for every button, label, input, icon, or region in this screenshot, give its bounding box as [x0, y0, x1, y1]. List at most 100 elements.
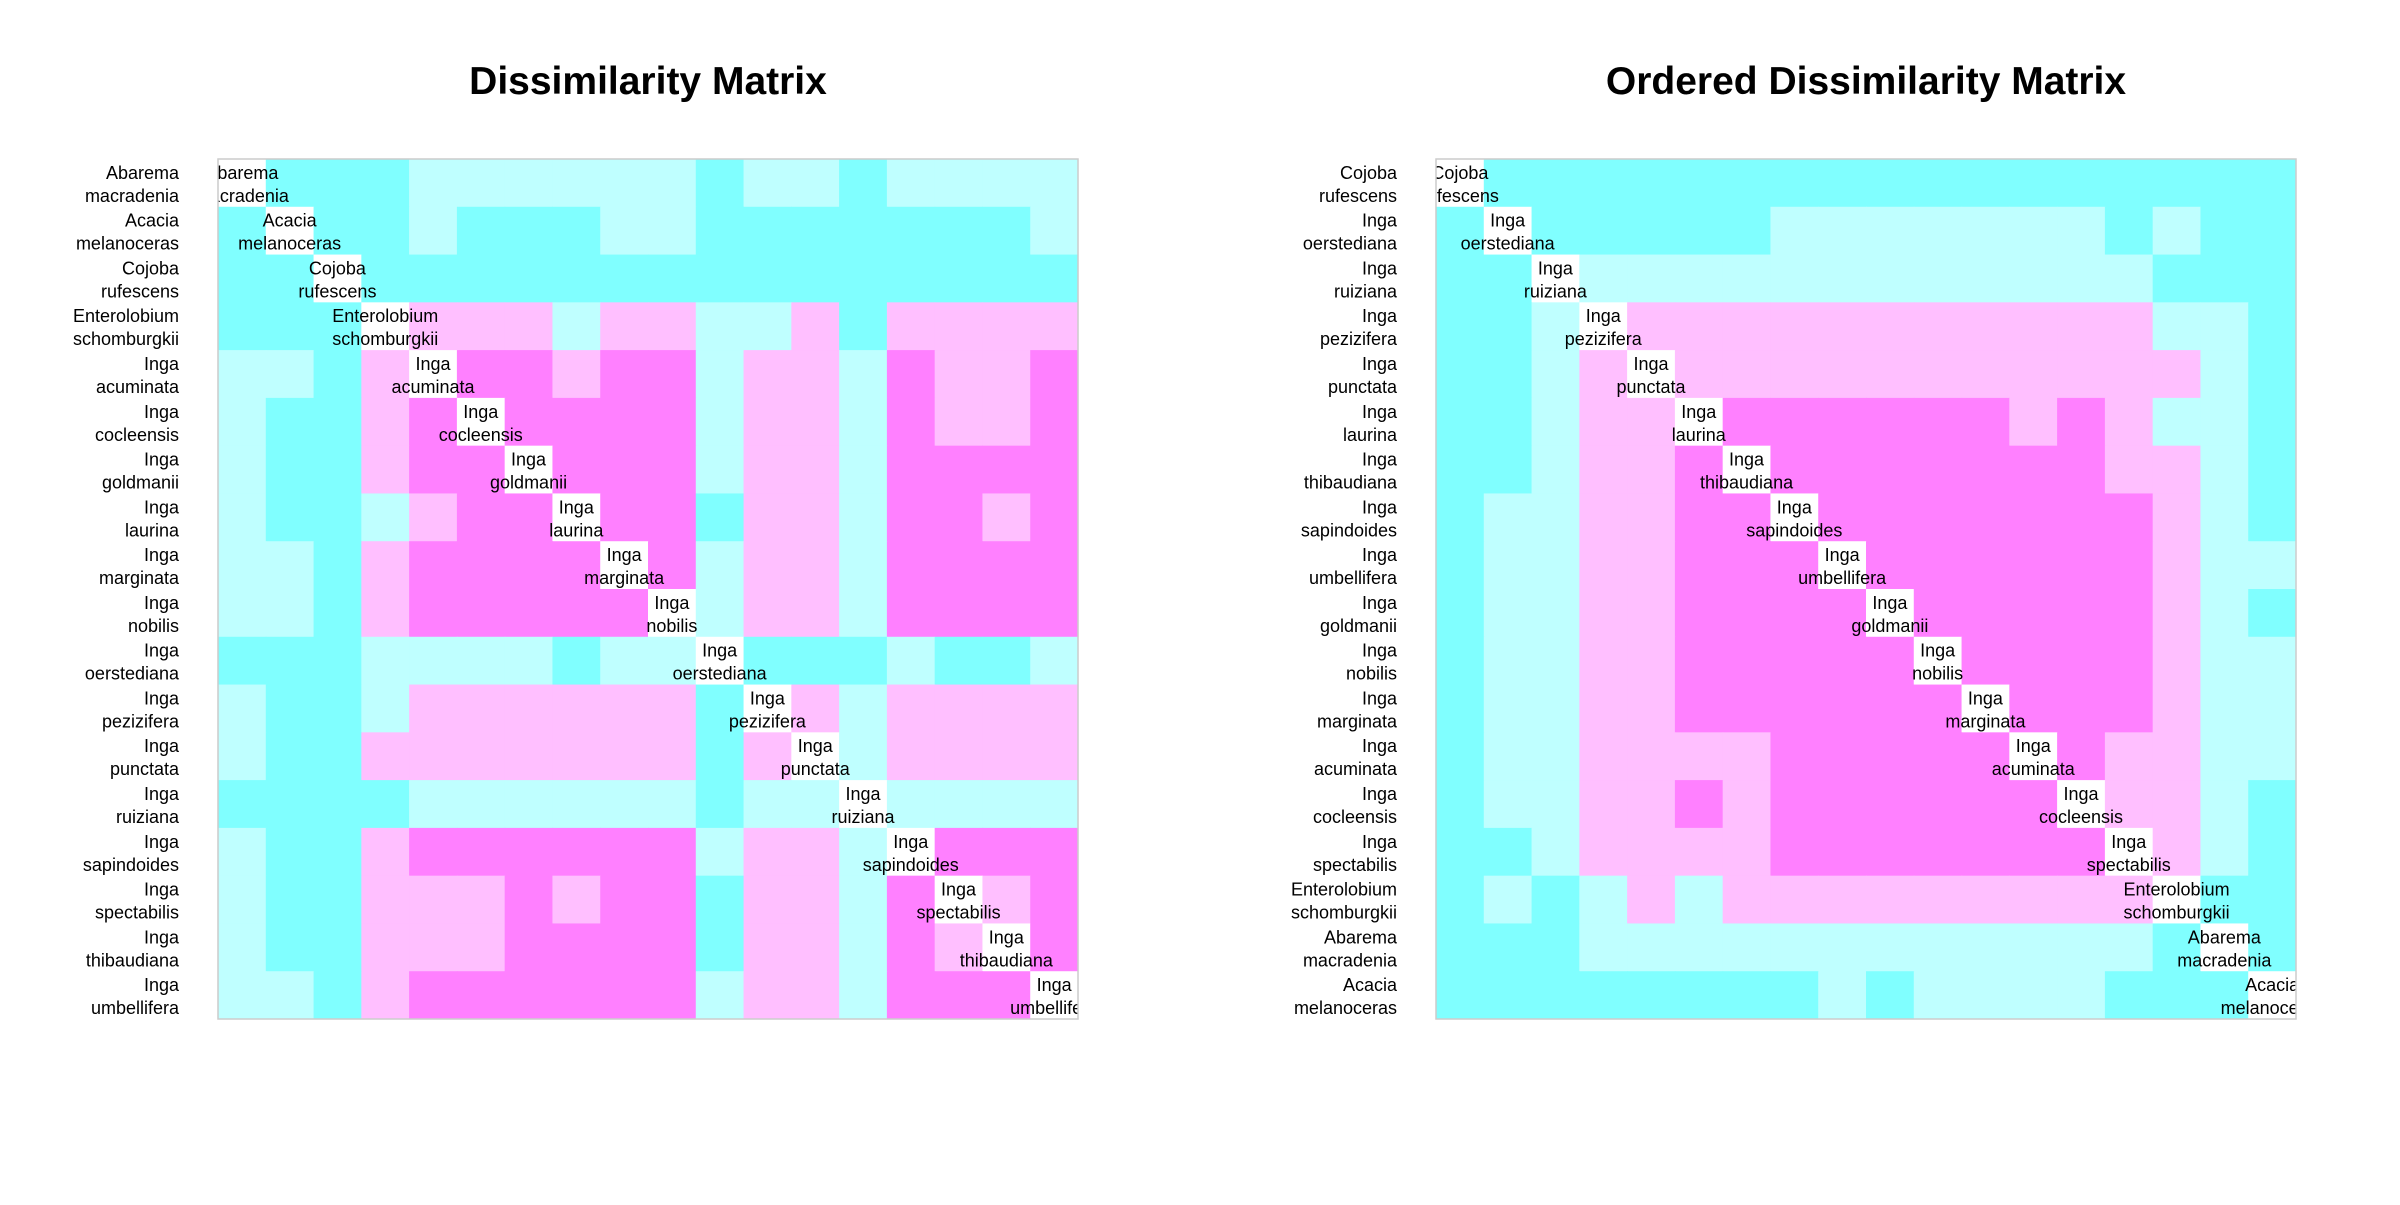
heatmap-cell-4-5	[456, 350, 506, 399]
heatmap-cell-13-11	[743, 780, 792, 829]
heatmap-cell-15-10	[1913, 875, 1963, 925]
heatmap-cell-2-13	[2057, 254, 2106, 303]
heatmap-cell-5-16	[2200, 397, 2249, 447]
heatmap-cell-17-15	[2152, 971, 2202, 1019]
heatmap-cell-4-3	[361, 350, 410, 399]
diagonal-label: Enterolobium schomburgkii	[332, 306, 438, 349]
heatmap-cell-6-12	[791, 445, 840, 495]
heatmap-cell-16-1	[1483, 923, 1533, 972]
heatmap-cell-13-8	[600, 780, 649, 829]
heatmap-cell-13-17	[1030, 780, 1078, 829]
heatmap-cell-16-3	[1579, 923, 1628, 972]
heatmap-cell-13-3	[361, 780, 410, 829]
heatmap-cell-17-4	[1627, 971, 1676, 1019]
heatmap-cell-12-2	[313, 732, 362, 781]
heatmap-cell-14-16	[982, 827, 1031, 877]
heatmap-cell-0-12	[791, 159, 840, 208]
heatmap-cell-9-0	[1436, 589, 1485, 638]
heatmap-cell-14-10	[1913, 827, 1963, 877]
heatmap-cell-9-7	[552, 589, 601, 638]
row-label: Inga cocleensis	[95, 402, 180, 445]
heatmap-cell-13-1	[1483, 780, 1533, 829]
row-label: Enterolobium schomburgkii	[1291, 880, 1397, 923]
heatmap-cell-17-6	[504, 971, 554, 1019]
heatmap-cell-11-14	[2104, 684, 2154, 733]
heatmap-cell-11-5	[1674, 684, 1724, 733]
heatmap-cell-7-13	[839, 493, 888, 542]
diagonal-label: Abarema macradenia	[195, 163, 290, 206]
heatmap-cell-4-0	[1436, 350, 1485, 399]
heatmap-cell-7-11	[1961, 493, 2010, 542]
row-label: Inga spectabilis	[1313, 832, 1398, 875]
heatmap-cell-3-0	[218, 302, 267, 351]
heatmap-cell-7-0	[1436, 493, 1485, 542]
heatmap-cell-5-3	[361, 397, 410, 447]
heatmap-cell-2-11	[743, 254, 792, 303]
heatmap-cell-5-15	[934, 397, 984, 447]
heatmap-cell-16-8	[600, 923, 649, 972]
heatmap-cell-9-1	[265, 589, 315, 638]
heatmap-cell-16-0	[1436, 923, 1485, 972]
heatmap-cell-9-9	[1866, 589, 1915, 638]
heatmap-cell-11-6	[1722, 684, 1772, 733]
heatmap-cell-8-14	[886, 541, 936, 590]
heatmap-cell-15-2	[313, 875, 362, 925]
heatmap-cell-16-8	[1818, 923, 1867, 972]
heatmap-cell-11-4	[1627, 684, 1676, 733]
heatmap-cell-5-12	[791, 397, 840, 447]
heatmap-cell-14-2	[313, 827, 362, 877]
heatmap-cell-14-9	[1866, 827, 1915, 877]
heatmap-cell-2-16	[2200, 254, 2249, 303]
heatmap-cell-17-5	[1674, 971, 1724, 1019]
heatmap-cell-5-9	[648, 397, 697, 447]
heatmap-cell-4-16	[982, 350, 1031, 399]
heatmap-cell-14-5	[456, 827, 506, 877]
heatmap-cell-14-1	[1483, 827, 1533, 877]
heatmap-cell-1-12	[2009, 206, 2058, 256]
heatmap-cell-1-9	[1866, 206, 1915, 256]
heatmap-cell-12-11	[743, 732, 792, 781]
heatmap-cell-15-6	[504, 875, 554, 925]
heatmap-cell-17-17	[1030, 971, 1078, 1019]
heatmap-cell-0-2	[1531, 159, 1580, 208]
heatmap-cell-2-3	[1579, 254, 1628, 303]
heatmap-cell-3-17	[1030, 302, 1078, 351]
heatmap-cell-13-8	[1818, 780, 1867, 829]
heatmap-cell-5-14	[2104, 397, 2154, 447]
heatmap-cell-4-17	[2248, 350, 2296, 399]
heatmap-cell-8-11	[1961, 541, 2010, 590]
heatmap-cell-11-11	[1961, 684, 2010, 733]
heatmap-cell-10-3	[361, 636, 410, 686]
heatmap-cell-4-5	[1674, 350, 1724, 399]
heatmap-cell-15-3	[361, 875, 410, 925]
heatmap-cell-10-6	[504, 636, 554, 686]
diagonal-label: Inga goldmanii	[1851, 593, 1928, 636]
heatmap-cell-0-13	[2057, 159, 2106, 208]
heatmap-cell-10-10	[1913, 636, 1963, 686]
row-label: Inga nobilis	[1346, 641, 1398, 684]
heatmap-cell-6-2	[313, 445, 362, 495]
heatmap-cell-16-11	[743, 923, 792, 972]
heatmap-cell-4-3	[1579, 350, 1628, 399]
heatmap-cell-3-16	[982, 302, 1031, 351]
heatmap-cell-5-2	[313, 397, 362, 447]
heatmap-cell-17-5	[456, 971, 506, 1019]
heatmap-cell-16-6	[1722, 923, 1772, 972]
row-label: Inga ruiziana	[116, 784, 180, 827]
heatmap-cell-17-0	[1436, 971, 1485, 1019]
heatmap-cell-16-2	[1531, 923, 1580, 972]
heatmap-cell-1-16	[982, 206, 1031, 256]
heatmap-cell-13-5	[1674, 780, 1724, 829]
heatmap-cell-10-16	[982, 636, 1031, 686]
heatmap-cell-2-16	[982, 254, 1031, 303]
heatmap-cell-1-12	[791, 206, 840, 256]
diagonal-label: Cojoba rufescens	[298, 258, 376, 301]
heatmap-cell-4-1	[1483, 350, 1533, 399]
heatmap-cell-13-13	[2057, 780, 2106, 829]
heatmap-cell-12-10	[695, 732, 745, 781]
heatmap-cell-10-11	[1961, 636, 2010, 686]
heatmap-cell-4-7	[552, 350, 601, 399]
heatmap-cell-14-12	[791, 827, 840, 877]
heatmap-cell-14-6	[504, 827, 554, 877]
heatmap-cell-8-14	[2104, 541, 2154, 590]
